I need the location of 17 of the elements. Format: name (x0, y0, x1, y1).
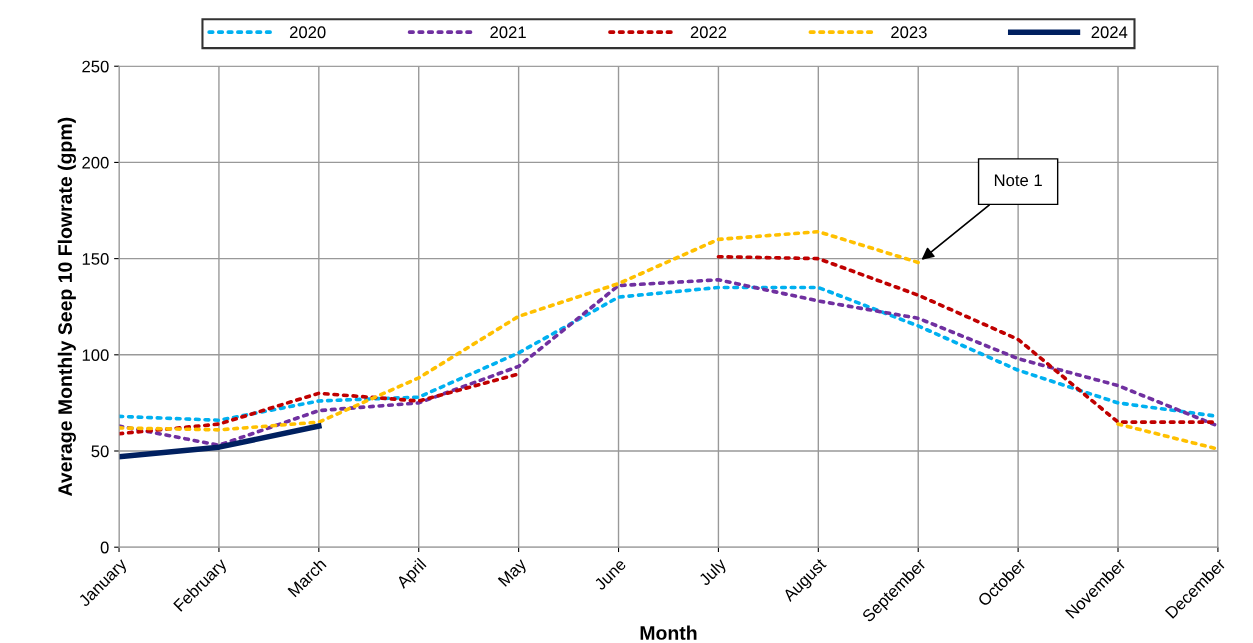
line-series (119, 277, 1218, 448)
x-axis-title: Month (640, 625, 697, 640)
y-tick-label: 250 (82, 60, 109, 73)
y-tick-label: 0 (100, 541, 109, 554)
x-tick-label: July (697, 556, 730, 589)
legend-label: 2021 (490, 26, 526, 39)
y-tick-label: 50 (91, 445, 109, 458)
legend-label: 2024 (1091, 26, 1128, 39)
legend-label: 2020 (289, 26, 326, 39)
legend-label: 2023 (891, 26, 927, 39)
y-tick-label: 100 (82, 349, 109, 362)
y-tick-label: 150 (82, 253, 109, 265)
legend-label: 2022 (690, 26, 727, 39)
annotation: Note 1 (994, 174, 1042, 187)
y-tick-label: 200 (82, 156, 109, 169)
x-tick-label: May (497, 557, 530, 590)
y-axis-title: Average Monthly Seep 10 Flowrate (gpm) (57, 117, 76, 497)
